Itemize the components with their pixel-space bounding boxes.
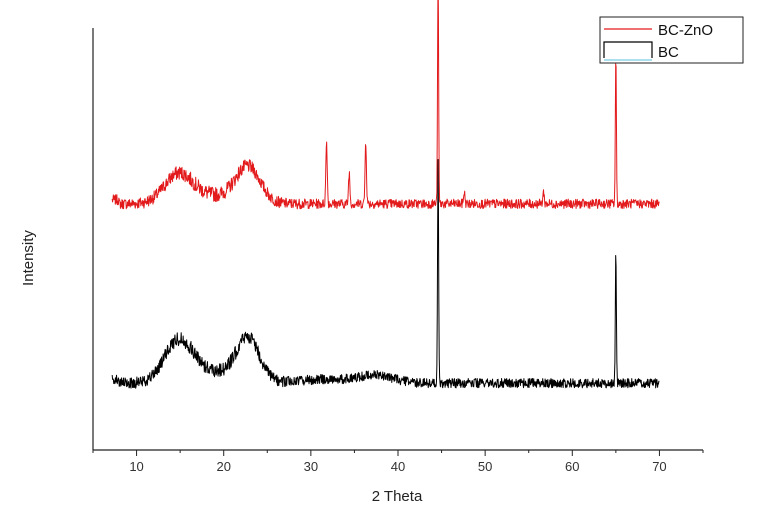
legend-label-bc-zno: BC-ZnO — [658, 22, 713, 39]
x-tick-label: 50 — [478, 459, 492, 474]
series-layer — [111, 0, 660, 389]
x-ticks: 10 20 30 40 50 60 70 — [92, 450, 704, 474]
legend-box — [599, 16, 744, 64]
x-tick-label: 10 — [129, 459, 143, 474]
legend: BC-ZnO BC — [599, 16, 744, 64]
x-tick-label: 20 — [216, 459, 230, 474]
series-line-bc — [111, 159, 660, 389]
series-line-bc-zno — [111, 0, 660, 210]
x-tick-label: 70 — [652, 459, 666, 474]
x-tick-label: 30 — [304, 459, 318, 474]
x-tick-label: 60 — [565, 459, 579, 474]
x-tick-label: 40 — [391, 459, 405, 474]
legend-label-bc: BC — [658, 44, 679, 61]
x-axis-title: 2 Theta — [372, 488, 423, 505]
y-axis-title: Intensity — [20, 230, 37, 286]
legend-swatch-bc — [603, 41, 653, 58]
